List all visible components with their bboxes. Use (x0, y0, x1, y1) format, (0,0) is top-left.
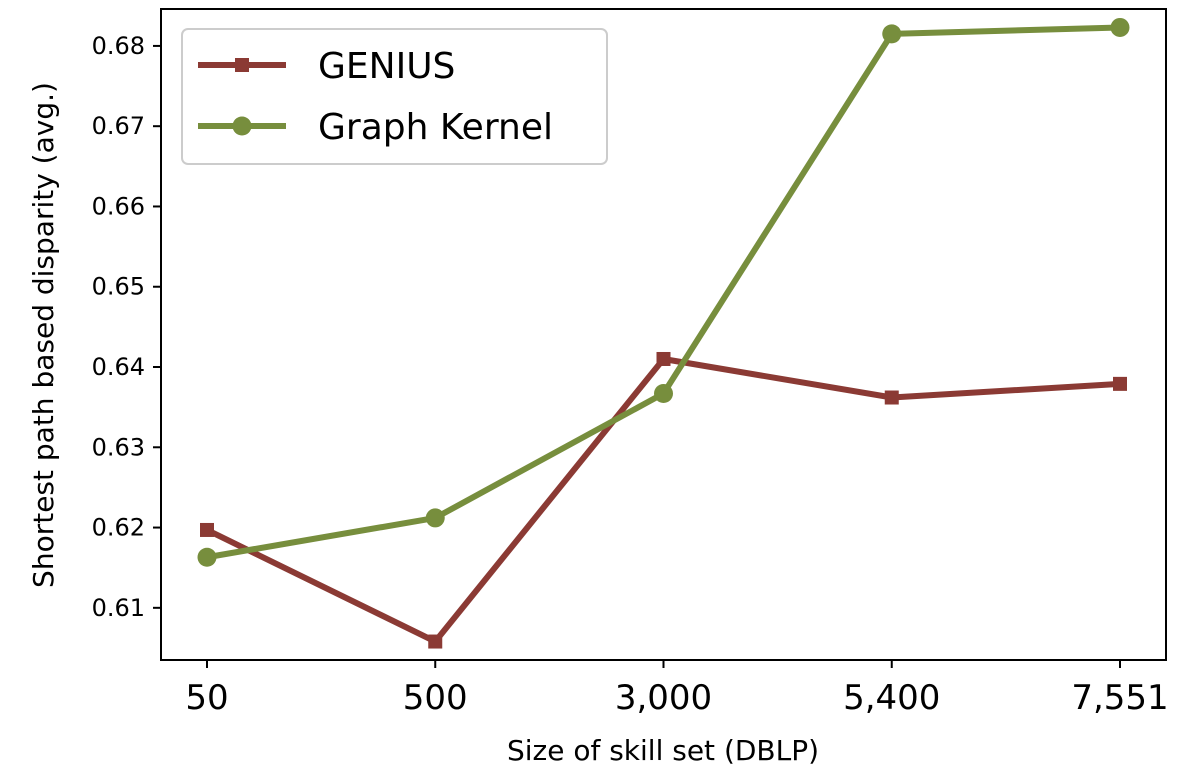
x-tick-label: 3,000 (615, 678, 712, 718)
data-point-circle (882, 24, 902, 44)
x-tick-label: 500 (403, 678, 468, 718)
legend-item: Graph Kernel (198, 107, 553, 148)
data-point-circle (654, 383, 673, 403)
series-0 (200, 351, 1127, 649)
y-axis-label: Shortest path based disparity (avg.) (27, 82, 60, 588)
y-tick-label: 0.64 (92, 353, 145, 381)
data-point-square (428, 634, 443, 649)
y-tick-label: 0.67 (92, 112, 145, 140)
legend-label: GENIUS (318, 46, 455, 87)
x-axis-label: Size of skill set (DBLP) (507, 734, 819, 767)
series-layer (197, 17, 1130, 649)
y-tick-label: 0.61 (92, 594, 145, 622)
x-tick-label: 50 (185, 678, 228, 718)
legend-marker-circle (232, 116, 252, 136)
legend-item: GENIUS (198, 46, 455, 87)
data-point-circle (197, 547, 217, 567)
y-tick-label: 0.65 (92, 273, 145, 301)
data-point-square (1113, 376, 1127, 391)
x-tick-label: 5,400 (843, 678, 940, 718)
data-point-square (884, 390, 899, 405)
x-tick-label: 7,551 (1071, 678, 1168, 718)
y-tick-label: 0.62 (92, 514, 145, 542)
data-point-square (656, 351, 671, 366)
data-point-circle (425, 508, 445, 528)
y-tick-label: 0.63 (92, 433, 145, 461)
x-axis: 50 500 3,000 5,400 7,551 (185, 660, 1169, 718)
series-1 (197, 17, 1130, 567)
legend-box (181, 28, 608, 165)
legend-label: Graph Kernel (318, 107, 553, 148)
legend-marker-square (235, 58, 249, 72)
legend: GENIUS Graph Kernel (181, 28, 608, 165)
data-point-circle (1110, 17, 1130, 37)
y-tick-label: 0.68 (92, 32, 145, 60)
data-point-square (200, 522, 214, 537)
y-tick-label: 0.66 (92, 192, 145, 220)
y-axis: 0.61 0.62 0.63 0.64 0.65 0.66 0.67 0.68 (92, 32, 161, 622)
